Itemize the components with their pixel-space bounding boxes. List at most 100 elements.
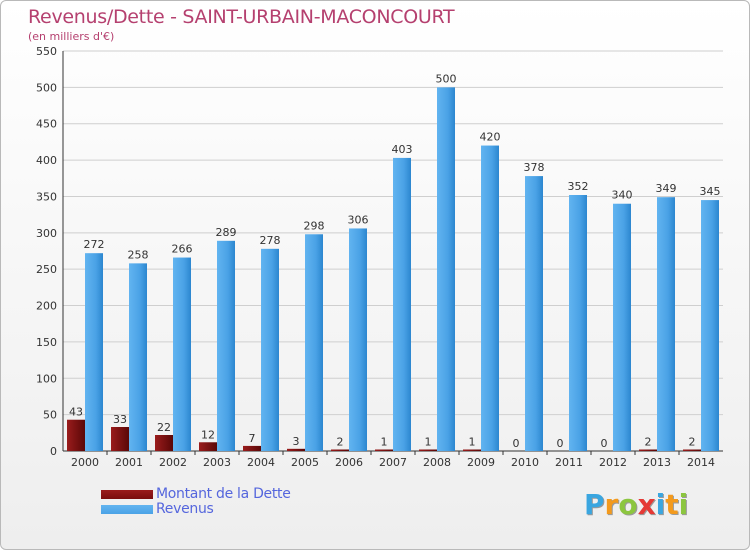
label-revenus-2001: 258 — [128, 248, 149, 261]
chart-title: Revenus/Dette - SAINT-URBAIN-MACONCOURT — [28, 6, 455, 28]
label-dette-2008: 1 — [425, 436, 432, 449]
bar-revenus-2010 — [525, 176, 543, 451]
x-tick-label: 2007 — [379, 456, 407, 469]
bar-revenus-2014 — [701, 200, 719, 451]
x-tick-label: 2014 — [687, 456, 715, 469]
bar-revenus-2007 — [393, 157, 411, 451]
logo-letter: t — [665, 488, 679, 521]
bar-dette-2007 — [375, 449, 393, 451]
y-tick-label: 50 — [43, 409, 57, 422]
label-dette-2009: 1 — [469, 436, 476, 449]
bar-dette-2001 — [111, 427, 129, 451]
bar-dette-2009 — [463, 449, 481, 451]
label-revenus-2008: 500 — [436, 72, 457, 85]
bar-revenus-2008 — [437, 87, 455, 451]
x-tick-label: 2005 — [291, 456, 319, 469]
y-tick-label: 150 — [36, 336, 57, 349]
bar-revenus-2013 — [657, 197, 675, 451]
x-tick-label: 2012 — [599, 456, 627, 469]
bar-revenus-2011 — [569, 195, 587, 451]
bar-dette-2008 — [419, 449, 437, 451]
legend-swatch-dette — [101, 490, 153, 499]
bar-dette-2000 — [67, 419, 85, 451]
label-dette-2001: 33 — [113, 413, 127, 426]
x-tick-label: 2010 — [511, 456, 539, 469]
x-tick-label: 2000 — [71, 456, 99, 469]
label-revenus-2004: 278 — [260, 234, 281, 247]
logo-letter: o — [618, 488, 638, 521]
value-labels: 4327233258222661228972783298230614031500… — [69, 72, 721, 450]
logo-letter: P — [584, 488, 605, 521]
label-revenus-2000: 272 — [84, 238, 105, 251]
label-dette-2013: 2 — [645, 436, 652, 449]
label-dette-2000: 43 — [69, 406, 83, 419]
label-dette-2003: 12 — [201, 428, 215, 441]
bar-revenus-2009 — [481, 145, 499, 451]
legend-label-dette: Montant de la Dette — [156, 486, 291, 502]
logo-letter: i — [678, 488, 689, 521]
label-revenus-2013: 349 — [656, 182, 677, 195]
y-tick-label: 200 — [36, 300, 57, 313]
x-tick-label: 2004 — [247, 456, 275, 469]
proxiti-logo: Proxiti — [584, 488, 688, 521]
bar-dette-2006 — [331, 449, 349, 451]
label-dette-2002: 22 — [157, 421, 171, 434]
bar-dette-2005 — [287, 448, 305, 451]
legend-label-revenus: Revenus — [156, 501, 214, 517]
label-revenus-2002: 266 — [172, 243, 193, 256]
y-tick-label: 550 — [36, 45, 57, 58]
bar-dette-2014 — [683, 449, 701, 451]
label-dette-2014: 2 — [689, 436, 696, 449]
label-revenus-2010: 378 — [524, 161, 545, 174]
y-tick-label: 400 — [36, 154, 57, 167]
label-dette-2006: 2 — [337, 436, 344, 449]
label-revenus-2007: 403 — [392, 143, 413, 156]
bar-revenus-2002 — [173, 257, 191, 451]
label-dette-2011: 0 — [557, 437, 564, 450]
bar-revenus-2004 — [261, 248, 279, 451]
x-tick-label: 2013 — [643, 456, 671, 469]
bar-revenus-2003 — [217, 240, 235, 451]
label-revenus-2014: 345 — [700, 185, 721, 198]
label-revenus-2003: 289 — [216, 226, 237, 239]
x-tick-label: 2011 — [555, 456, 583, 469]
label-revenus-2012: 340 — [612, 189, 633, 202]
bar-revenus-2000 — [85, 253, 103, 451]
label-revenus-2009: 420 — [480, 131, 501, 144]
y-tick-label: 100 — [36, 372, 57, 385]
legend-swatch-revenus — [101, 505, 153, 514]
label-dette-2007: 1 — [381, 436, 388, 449]
label-dette-2010: 0 — [513, 437, 520, 450]
y-tick-label: 0 — [50, 445, 57, 458]
bars — [67, 87, 719, 451]
bar-dette-2013 — [639, 449, 657, 451]
label-revenus-2011: 352 — [568, 180, 589, 193]
x-tick-label: 2003 — [203, 456, 231, 469]
bar-dette-2003 — [199, 442, 217, 451]
x-tick-label: 2002 — [159, 456, 187, 469]
label-revenus-2005: 298 — [304, 219, 325, 232]
bar-dette-2004 — [243, 445, 261, 451]
bar-revenus-2005 — [305, 234, 323, 451]
logo-letter: r — [604, 488, 619, 521]
label-dette-2004: 7 — [249, 432, 256, 445]
logo-letter: x — [637, 488, 656, 521]
label-revenus-2006: 306 — [348, 213, 369, 226]
logo-letter: i — [655, 488, 666, 521]
y-tick-label: 450 — [36, 118, 57, 131]
bar-revenus-2006 — [349, 228, 367, 451]
x-tick-label: 2008 — [423, 456, 451, 469]
bar-revenus-2001 — [129, 263, 147, 451]
y-tick-label: 500 — [36, 81, 57, 94]
y-tick-label: 350 — [36, 190, 57, 203]
bar-dette-2002 — [155, 435, 173, 451]
bar-revenus-2012 — [613, 203, 631, 451]
y-tick-label: 300 — [36, 227, 57, 240]
x-tick-label: 2001 — [115, 456, 143, 469]
x-tick-label: 2009 — [467, 456, 495, 469]
label-dette-2012: 0 — [601, 437, 608, 450]
y-tick-label: 250 — [36, 263, 57, 276]
